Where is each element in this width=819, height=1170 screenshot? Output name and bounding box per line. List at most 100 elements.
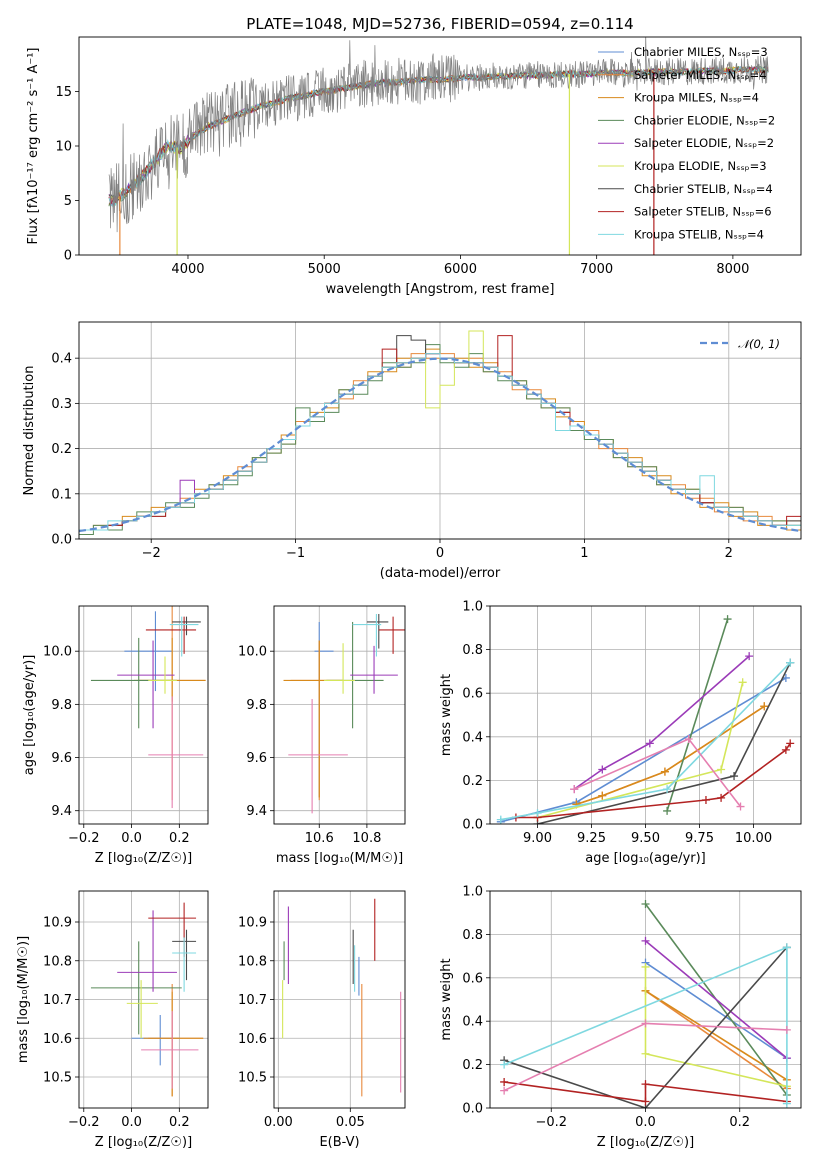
y-tick-label: 0.2	[51, 442, 72, 457]
x-axis-label: Z [log₁₀(Z/Z☉)]	[95, 1135, 192, 1150]
mass-weight-vs-metallicity-panel: −0.2 0.0 0.2 0.0 0.2 0.4 0.6 0.8 1.0 Z [log₁₀(Z/Z…	[439, 885, 802, 1150]
x-tick-label: 4000	[171, 262, 204, 277]
y-tick-label: 10.6	[238, 1032, 267, 1047]
mass-weight-point	[782, 1025, 791, 1034]
y-tick-label: 9.4	[51, 804, 72, 819]
residuals-frame	[78, 321, 802, 540]
x-axis-label: Z [log₁₀(Z/Z☉)]	[597, 1135, 694, 1150]
y-tick-label: 9.6	[51, 751, 72, 766]
age-vs-mass-frame	[273, 605, 406, 825]
x-tick-label: 10.6	[305, 831, 334, 846]
x-tick-label: 0.0	[121, 831, 142, 846]
mass-vs-metallicity-panel: −0.2 0.0 0.2 10.5 10.6 10.7 10.8 10.9 Z [log₁₀(Z…	[16, 890, 209, 1150]
legend-label: Kroupa MILES, Nₛₛₚ=4	[634, 91, 759, 105]
mass-vs-extinction-panel: 0.00 0.05 10.5 10.6 10.7 10.8 10.9 E(B-V)	[238, 890, 406, 1150]
y-axis-label: Flux [fλ10⁻¹⁷ erg cm⁻² s⁻¹ A⁻¹]	[26, 48, 41, 245]
y-axis-label: mass [log₁₀(M/M☉)]	[16, 936, 31, 1063]
mass-vs-Z-frame	[78, 890, 209, 1109]
x-tick-label: 1	[580, 546, 588, 561]
y-tick-label: 10.6	[43, 1032, 72, 1047]
data-spectrum-line	[108, 37, 769, 233]
y-tick-label: 15	[55, 85, 72, 100]
legend-label: 𝒩(0, 1)	[738, 337, 780, 351]
legend-label: Chabrier MILES, Nₛₛₚ=3	[634, 45, 768, 59]
y-tick-label: 10.7	[43, 993, 72, 1008]
x-tick-label: 8000	[716, 262, 749, 277]
mass-weight-point	[570, 785, 579, 794]
y-tick-label: 0.8	[462, 928, 483, 943]
mass-weight-point	[782, 1099, 791, 1108]
x-axis-label: Z [log₁₀(Z/Z☉)]	[95, 851, 192, 866]
mass-weight-point	[786, 658, 795, 667]
mass-weight-point	[745, 652, 754, 661]
y-tick-label: 0.8	[462, 643, 483, 658]
x-tick-label: 7000	[580, 262, 613, 277]
y-tick-label: 10.0	[238, 645, 267, 660]
y-tick-label: 5	[64, 194, 72, 209]
mass-weight-line	[666, 618, 729, 812]
weight-vs-age-frame	[489, 605, 802, 825]
x-tick-label: 10.00	[735, 831, 772, 846]
mass-weight-point	[760, 702, 769, 711]
weight-vs-age-plot-area	[496, 615, 795, 824]
mass-weight-vs-age-panel: 9.00 9.25 9.50 9.75 10.00 0.0 0.2 0.4 0.6 0.8 1.0 a…	[439, 600, 802, 866]
mass-weight-point	[598, 765, 607, 774]
mass-weight-point	[641, 1049, 650, 1058]
y-tick-label: 0.0	[462, 818, 483, 833]
y-tick-label: 10.7	[238, 993, 267, 1008]
mass-weight-point	[641, 1080, 650, 1089]
x-tick-label: 9.50	[631, 831, 660, 846]
y-tick-label: 10.0	[43, 645, 72, 660]
spectrum-plot-area	[108, 37, 769, 255]
mass-weight-line	[537, 682, 744, 819]
y-tick-label: 0.0	[51, 533, 72, 548]
mass-vs-EBV-frame	[273, 890, 406, 1109]
legend-label: Kroupa ELODIE, Nₛₛₚ=3	[634, 159, 767, 173]
mass-weight-point	[641, 900, 650, 909]
residuals-panel: −2 −1 0 1 2 0.0 0.1 0.2 0.3 0.4 (data-model)/error…	[22, 321, 802, 581]
x-tick-label: 9.75	[685, 831, 714, 846]
mass-weight-point	[786, 739, 795, 748]
x-tick-label: 0.2	[169, 831, 190, 846]
x-axis-label: wavelength [Angstrom, rest frame]	[326, 282, 555, 297]
x-axis-label: mass [log₁₀(M/M☉)]	[276, 851, 403, 866]
y-tick-label: 0.4	[462, 1015, 483, 1030]
x-tick-label: 0.00	[264, 1115, 293, 1130]
legend-label: Salpeter MILES, Nₛₛₚ=4	[634, 68, 767, 82]
legend-label: Chabrier ELODIE, Nₛₛₚ=2	[634, 113, 775, 127]
legend-label: Chabrier STELIB, Nₛₛₚ=4	[634, 182, 773, 196]
normal-distribution-curve	[79, 357, 801, 533]
y-tick-label: 0.3	[51, 397, 72, 412]
y-axis-label: mass weight	[439, 958, 454, 1040]
y-tick-label: 0	[64, 249, 72, 264]
y-tick-label: 9.8	[51, 698, 72, 713]
mass-weight-point	[645, 739, 654, 748]
x-axis-label: E(B-V)	[319, 1135, 359, 1150]
mass-weight-point	[723, 615, 732, 624]
mass-weight-point	[663, 785, 672, 794]
y-tick-label: 0.0	[462, 1102, 483, 1117]
x-tick-label: −0.2	[68, 1115, 100, 1130]
y-tick-label: 1.0	[462, 600, 483, 615]
x-tick-label: −0.2	[68, 831, 100, 846]
mass-weight-point	[641, 962, 650, 971]
mass-weight-point	[496, 815, 505, 824]
x-tick-label: −0.2	[535, 1115, 567, 1130]
y-tick-label: 10.5	[43, 1071, 72, 1086]
age-vs-metallicity-panel: −0.2 0.0 0.2 9.4 9.6 9.8 10.0 Z [log₁₀(Z/Z☉)] ag…	[22, 605, 209, 866]
mass-weight-point	[500, 1086, 509, 1095]
weight-vs-Z-frame	[489, 890, 802, 1109]
mass-weight-point	[641, 1097, 650, 1106]
chart-title: PLATE=1048, MJD=52736, FIBERID=0594, z=0…	[246, 15, 633, 33]
mass-weight-point	[641, 936, 650, 945]
y-tick-label: 10	[55, 140, 72, 155]
x-tick-label: 2	[725, 546, 733, 561]
mass-weight-line	[645, 990, 788, 1090]
x-tick-label: 0.2	[729, 1115, 750, 1130]
mass-weight-point	[533, 809, 542, 818]
mass-weight-point	[598, 791, 607, 800]
y-axis-label: mass weight	[439, 674, 454, 756]
y-tick-label: 0.6	[462, 971, 483, 986]
age-vs-mass-plot-area	[283, 613, 405, 814]
